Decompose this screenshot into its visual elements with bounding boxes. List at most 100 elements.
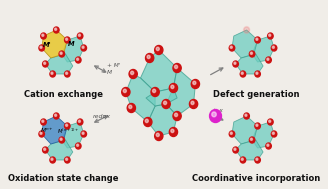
Circle shape bbox=[43, 147, 48, 153]
Circle shape bbox=[162, 99, 170, 108]
Circle shape bbox=[171, 85, 174, 89]
Circle shape bbox=[145, 119, 148, 123]
Circle shape bbox=[65, 157, 70, 163]
Circle shape bbox=[267, 58, 269, 60]
Circle shape bbox=[146, 53, 154, 63]
Text: Coordinative incorporation: Coordinative incorporation bbox=[192, 174, 320, 183]
Circle shape bbox=[66, 38, 68, 40]
Circle shape bbox=[256, 38, 258, 40]
Text: Defect generation: Defect generation bbox=[213, 90, 299, 99]
Circle shape bbox=[244, 113, 249, 119]
Circle shape bbox=[76, 58, 79, 60]
Polygon shape bbox=[166, 68, 195, 116]
Circle shape bbox=[269, 120, 271, 122]
Circle shape bbox=[60, 52, 62, 54]
Circle shape bbox=[243, 26, 250, 33]
Circle shape bbox=[272, 46, 275, 48]
Circle shape bbox=[60, 138, 62, 140]
Circle shape bbox=[241, 72, 243, 74]
Circle shape bbox=[173, 64, 181, 73]
Circle shape bbox=[164, 101, 167, 105]
Circle shape bbox=[229, 45, 235, 51]
Circle shape bbox=[173, 112, 181, 121]
Circle shape bbox=[230, 46, 232, 48]
Circle shape bbox=[210, 109, 221, 122]
Circle shape bbox=[77, 119, 83, 125]
Circle shape bbox=[255, 123, 260, 129]
Circle shape bbox=[234, 62, 236, 64]
Circle shape bbox=[53, 113, 59, 119]
Circle shape bbox=[81, 45, 87, 51]
Circle shape bbox=[42, 120, 44, 122]
Circle shape bbox=[229, 131, 235, 137]
Text: - M: - M bbox=[103, 70, 112, 75]
Circle shape bbox=[156, 133, 159, 137]
Circle shape bbox=[39, 131, 44, 137]
Circle shape bbox=[169, 128, 177, 136]
Circle shape bbox=[43, 61, 48, 67]
Polygon shape bbox=[148, 104, 177, 136]
Circle shape bbox=[77, 33, 83, 39]
Circle shape bbox=[171, 129, 174, 133]
Circle shape bbox=[212, 112, 216, 117]
Circle shape bbox=[76, 144, 79, 146]
Circle shape bbox=[82, 46, 84, 48]
Circle shape bbox=[174, 65, 178, 69]
Text: redox: redox bbox=[93, 114, 111, 119]
Circle shape bbox=[50, 71, 55, 77]
Circle shape bbox=[240, 71, 246, 77]
Circle shape bbox=[241, 158, 243, 160]
Circle shape bbox=[40, 132, 42, 134]
Circle shape bbox=[78, 34, 80, 36]
Text: $M^{n+}$: $M^{n+}$ bbox=[40, 127, 54, 136]
Text: Cation exchange: Cation exchange bbox=[24, 90, 103, 99]
Polygon shape bbox=[45, 54, 73, 74]
Polygon shape bbox=[232, 116, 257, 144]
Circle shape bbox=[41, 33, 46, 39]
Circle shape bbox=[268, 119, 273, 125]
Circle shape bbox=[65, 123, 70, 129]
Circle shape bbox=[193, 81, 196, 85]
Circle shape bbox=[50, 157, 55, 163]
Circle shape bbox=[153, 89, 156, 93]
Polygon shape bbox=[236, 54, 263, 74]
Text: M': M' bbox=[43, 42, 51, 48]
Circle shape bbox=[44, 62, 46, 64]
Circle shape bbox=[230, 132, 232, 134]
Circle shape bbox=[191, 101, 194, 105]
Circle shape bbox=[66, 158, 68, 160]
Polygon shape bbox=[252, 122, 274, 148]
Text: $M^{(n+1)+}$: $M^{(n+1)+}$ bbox=[57, 126, 79, 136]
Polygon shape bbox=[42, 116, 67, 144]
Circle shape bbox=[75, 143, 81, 149]
Polygon shape bbox=[62, 122, 84, 148]
Circle shape bbox=[256, 72, 258, 74]
Circle shape bbox=[54, 114, 57, 116]
Circle shape bbox=[65, 37, 70, 43]
Polygon shape bbox=[126, 74, 155, 122]
Circle shape bbox=[54, 28, 57, 30]
Circle shape bbox=[267, 144, 269, 146]
Circle shape bbox=[271, 45, 277, 51]
Circle shape bbox=[256, 158, 258, 160]
Circle shape bbox=[51, 72, 53, 74]
Circle shape bbox=[268, 33, 273, 39]
Circle shape bbox=[240, 157, 246, 163]
Circle shape bbox=[255, 71, 260, 77]
Polygon shape bbox=[236, 140, 263, 160]
Circle shape bbox=[59, 51, 65, 57]
Circle shape bbox=[255, 157, 260, 163]
Circle shape bbox=[233, 147, 238, 153]
Text: M: M bbox=[68, 41, 74, 47]
Circle shape bbox=[234, 148, 236, 150]
Circle shape bbox=[129, 70, 137, 78]
Circle shape bbox=[44, 148, 46, 150]
Circle shape bbox=[59, 137, 65, 143]
Circle shape bbox=[155, 46, 163, 54]
Circle shape bbox=[269, 34, 271, 36]
Circle shape bbox=[249, 51, 255, 57]
Circle shape bbox=[250, 52, 253, 54]
Polygon shape bbox=[146, 88, 177, 106]
Circle shape bbox=[122, 88, 130, 97]
Circle shape bbox=[249, 137, 255, 143]
